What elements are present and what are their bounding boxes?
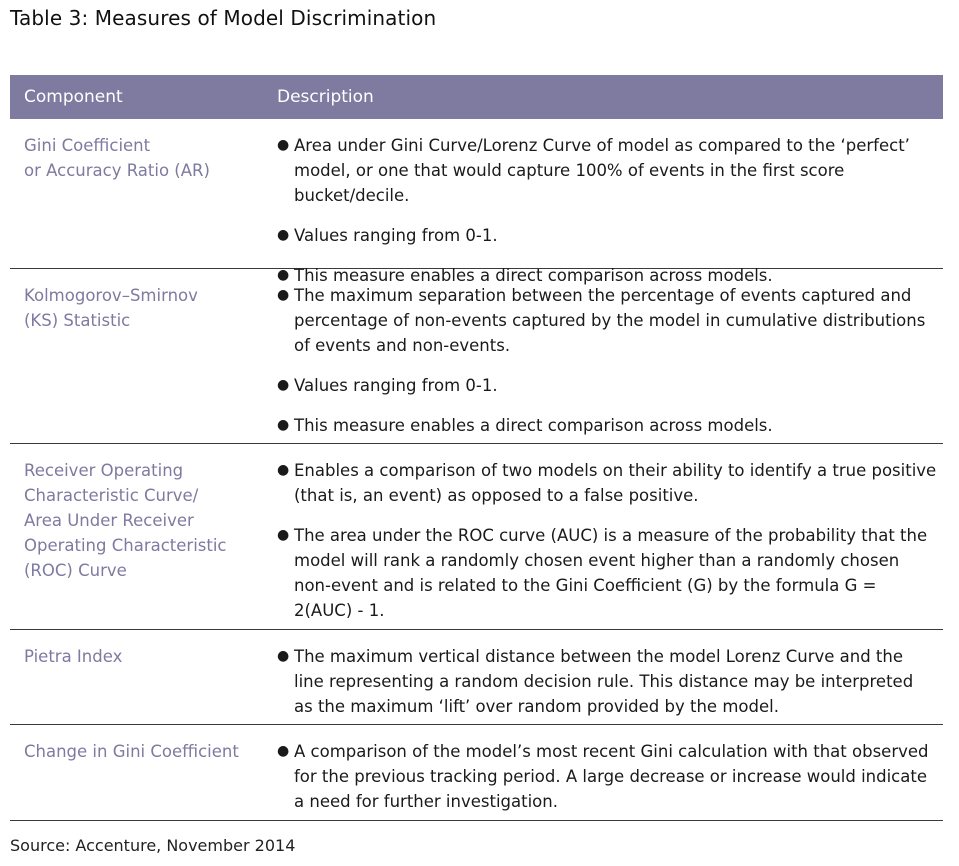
list-item: ● Enables a comparison of two models on t…	[277, 458, 943, 508]
component-label: Gini Coefficient	[24, 136, 151, 155]
list-item: ● The maximum vertical distance between t…	[277, 644, 943, 719]
list-item: ● Values ranging from 0-1.	[277, 373, 943, 398]
component-label: or Accuracy Ratio (AR)	[24, 161, 210, 180]
list-item: ● A comparison of the model’s most recent…	[277, 739, 943, 814]
bullet-icon: ●	[277, 267, 290, 283]
description-cell: ● Enables a comparison of two models on t…	[277, 444, 943, 629]
bullet-icon: ●	[277, 137, 290, 153]
component-cell: Receiver Operating Characteristic Curve/…	[10, 444, 277, 629]
component-label: Receiver Operating	[24, 461, 184, 480]
bullet-icon: ●	[277, 743, 290, 759]
component-label: Pietra Index	[24, 647, 123, 666]
bullet-icon: ●	[277, 377, 290, 393]
description-cell: ● The maximum vertical distance between t…	[277, 630, 943, 724]
description-cell: ● A comparison of the model’s most recent…	[277, 725, 943, 820]
list-item: ● This measure enables a direct compariso…	[277, 263, 943, 288]
description-cell: ● Area under Gini Curve/Lorenz Curve of m…	[277, 119, 943, 285]
component-label: Kolmogorov–Smirnov	[24, 286, 198, 305]
header-component: Component	[24, 87, 123, 107]
component-cell: Gini Coefficient or Accuracy Ratio (AR)	[10, 119, 277, 268]
measures-table: Component Description Gini Coefficient o…	[10, 75, 943, 821]
table-row: Change in Gini Coefficient ● A comparison…	[10, 725, 943, 821]
component-cell: Change in Gini Coefficient	[10, 725, 277, 820]
component-label: Characteristic Curve/	[24, 486, 199, 505]
table-row: Pietra Index ● The maximum vertical dista…	[10, 630, 943, 725]
component-label: Operating Characteristic	[24, 536, 227, 555]
component-label: (ROC) Curve	[24, 561, 127, 580]
table-row: Kolmogorov–Smirnov (KS) Statistic ● The m…	[10, 269, 943, 444]
bullet-icon: ●	[277, 287, 290, 303]
table-row: Gini Coefficient or Accuracy Ratio (AR) …	[10, 119, 943, 285]
list-item: ● The area under the ROC curve (AUC) is a…	[277, 523, 943, 623]
list-item: ● The maximum separation between the perc…	[277, 283, 943, 358]
source-note: Source: Accenture, November 2014	[10, 836, 296, 855]
header-description: Description	[277, 87, 374, 107]
component-label: Change in Gini Coefficient	[24, 742, 239, 761]
component-label: Area Under Receiver	[24, 511, 194, 530]
list-item: ● This measure enables a direct compariso…	[277, 413, 943, 438]
table-title: Table 3: Measures of Model Discriminatio…	[10, 6, 437, 30]
bullet-icon: ●	[277, 417, 290, 433]
bullet-icon: ●	[277, 527, 290, 543]
table-header: Component Description	[10, 75, 943, 119]
component-label: (KS) Statistic	[24, 311, 131, 330]
list-item: ● Values ranging from 0-1.	[277, 223, 943, 248]
bullet-icon: ●	[277, 227, 290, 243]
bullet-icon: ●	[277, 648, 290, 664]
description-cell: ● The maximum separation between the perc…	[277, 269, 943, 443]
component-cell: Pietra Index	[10, 630, 277, 724]
bullet-icon: ●	[277, 462, 290, 478]
component-cell: Kolmogorov–Smirnov (KS) Statistic	[10, 269, 277, 443]
list-item: ● Area under Gini Curve/Lorenz Curve of m…	[277, 133, 943, 208]
table-row: Receiver Operating Characteristic Curve/…	[10, 444, 943, 630]
